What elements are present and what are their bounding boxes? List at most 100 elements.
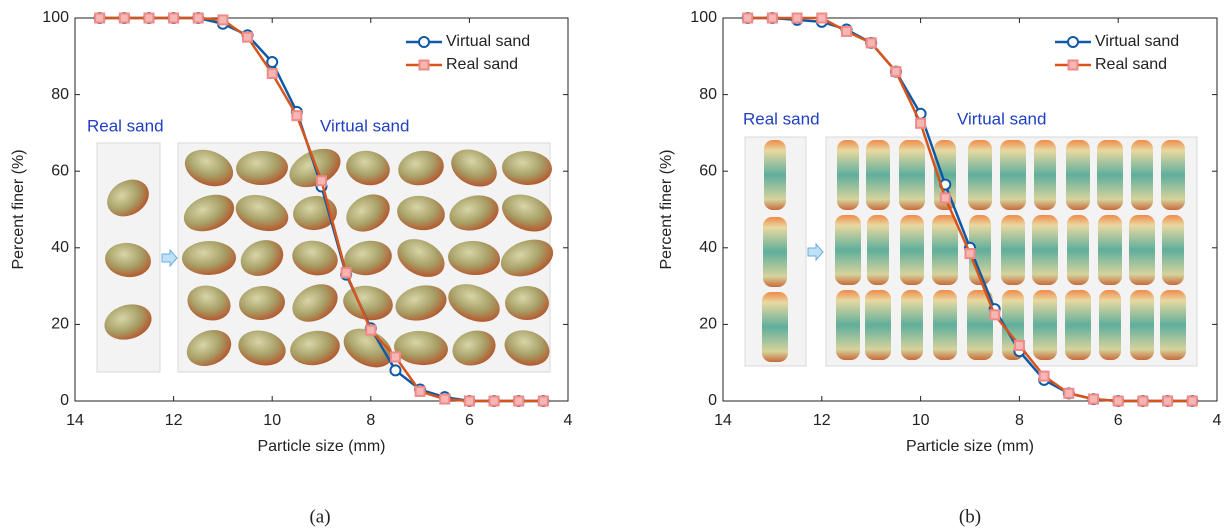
data-point bbox=[990, 310, 999, 319]
sand-particle bbox=[865, 290, 891, 360]
sand-particle bbox=[1001, 215, 1025, 285]
x-tick-label: 12 bbox=[813, 412, 831, 429]
data-point bbox=[144, 14, 153, 23]
data-point bbox=[120, 14, 129, 23]
data-point bbox=[218, 15, 227, 24]
sand-particle bbox=[968, 140, 992, 210]
y-axis-label: Percent finer (%) bbox=[10, 149, 27, 269]
y-tick-label: 20 bbox=[51, 316, 69, 333]
y-tick-label: 100 bbox=[690, 9, 717, 26]
data-point bbox=[966, 249, 975, 258]
data-point bbox=[1064, 389, 1073, 398]
data-point bbox=[941, 194, 950, 203]
legend-label: Real sand bbox=[1095, 56, 1167, 73]
sand-particle bbox=[901, 290, 923, 360]
data-point bbox=[169, 14, 178, 23]
sand-particle bbox=[764, 140, 786, 210]
data-point bbox=[1015, 341, 1024, 350]
y-tick-label: 60 bbox=[699, 162, 717, 179]
x-tick-label: 4 bbox=[564, 412, 573, 429]
x-tick-label: 6 bbox=[1114, 412, 1123, 429]
x-tick-label: 4 bbox=[1213, 412, 1222, 429]
annotation: Virtual sand bbox=[957, 109, 1046, 128]
sand-particle bbox=[1131, 140, 1153, 210]
data-point bbox=[465, 397, 474, 406]
x-tick-label: 6 bbox=[465, 412, 474, 429]
data-point bbox=[817, 14, 826, 23]
legend-label: Real sand bbox=[446, 56, 518, 73]
legend-marker bbox=[420, 61, 429, 70]
data-point bbox=[743, 14, 752, 23]
x-tick-label: 14 bbox=[714, 412, 732, 429]
x-tick-label: 12 bbox=[165, 412, 183, 429]
data-point bbox=[416, 387, 425, 396]
data-point bbox=[793, 14, 802, 23]
data-point bbox=[1163, 397, 1172, 406]
sand-particle bbox=[505, 286, 549, 320]
sand-particle bbox=[932, 215, 958, 285]
legend-marker bbox=[1068, 37, 1078, 47]
legend-label: Virtual sand bbox=[446, 33, 530, 50]
y-axis-label: Percent finer (%) bbox=[658, 149, 675, 269]
x-axis-label: Particle size (mm) bbox=[257, 438, 385, 455]
sand-particle bbox=[763, 217, 787, 287]
legend-label: Virtual sand bbox=[1095, 33, 1179, 50]
data-point bbox=[768, 14, 777, 23]
legend-marker bbox=[419, 37, 429, 47]
data-point bbox=[243, 33, 252, 42]
sand-particle bbox=[1033, 290, 1057, 360]
x-axis-label: Particle size (mm) bbox=[906, 438, 1034, 455]
y-tick-label: 0 bbox=[708, 392, 717, 409]
sand-particle bbox=[1130, 290, 1154, 360]
data-point bbox=[1040, 372, 1049, 381]
data-point bbox=[342, 268, 351, 277]
x-tick-label: 10 bbox=[912, 412, 930, 429]
arrow bbox=[162, 250, 177, 266]
y-tick-label: 100 bbox=[42, 9, 69, 26]
figure: Real sandVirtual sand0204060801001412108… bbox=[0, 0, 1226, 532]
data-point bbox=[891, 67, 900, 76]
sand-particle bbox=[1034, 140, 1056, 210]
x-tick-label: 10 bbox=[263, 412, 281, 429]
sand-particle bbox=[835, 215, 861, 285]
data-point bbox=[1138, 397, 1147, 406]
sand-particle bbox=[1066, 140, 1090, 210]
sand-particle bbox=[1065, 290, 1091, 360]
y-tick-label: 80 bbox=[51, 86, 69, 103]
sand-particle bbox=[900, 215, 924, 285]
sand-particle bbox=[1098, 215, 1122, 285]
data-point bbox=[292, 111, 301, 120]
y-tick-label: 0 bbox=[60, 392, 69, 409]
sand-particle bbox=[1000, 140, 1026, 210]
y-tick-label: 40 bbox=[699, 239, 717, 256]
y-tick-label: 80 bbox=[699, 86, 717, 103]
sand-particle bbox=[1099, 290, 1121, 360]
sand-particle bbox=[866, 140, 890, 210]
sand-particle bbox=[836, 290, 860, 360]
sand-particle bbox=[1129, 215, 1155, 285]
data-point bbox=[194, 14, 203, 23]
sand-particle bbox=[1161, 140, 1185, 210]
data-point bbox=[440, 395, 449, 404]
data-point bbox=[842, 27, 851, 36]
sand-particle bbox=[837, 140, 859, 210]
data-point bbox=[916, 119, 925, 128]
sand-particle bbox=[762, 292, 788, 362]
data-point bbox=[268, 69, 277, 78]
data-point bbox=[391, 352, 400, 361]
data-point bbox=[366, 326, 375, 335]
data-point bbox=[867, 38, 876, 47]
x-tick-label: 8 bbox=[366, 412, 375, 429]
data-point bbox=[490, 397, 499, 406]
annotation: Real sand bbox=[743, 109, 820, 128]
data-point bbox=[267, 57, 277, 67]
sand-particle bbox=[1067, 215, 1089, 285]
sand-particle bbox=[1097, 140, 1123, 210]
panel-label: (b) bbox=[959, 506, 981, 527]
data-point bbox=[539, 397, 548, 406]
data-point bbox=[1114, 397, 1123, 406]
data-point bbox=[390, 365, 400, 375]
data-point bbox=[1089, 395, 1098, 404]
data-point bbox=[95, 14, 104, 23]
sand-particle bbox=[899, 140, 925, 210]
